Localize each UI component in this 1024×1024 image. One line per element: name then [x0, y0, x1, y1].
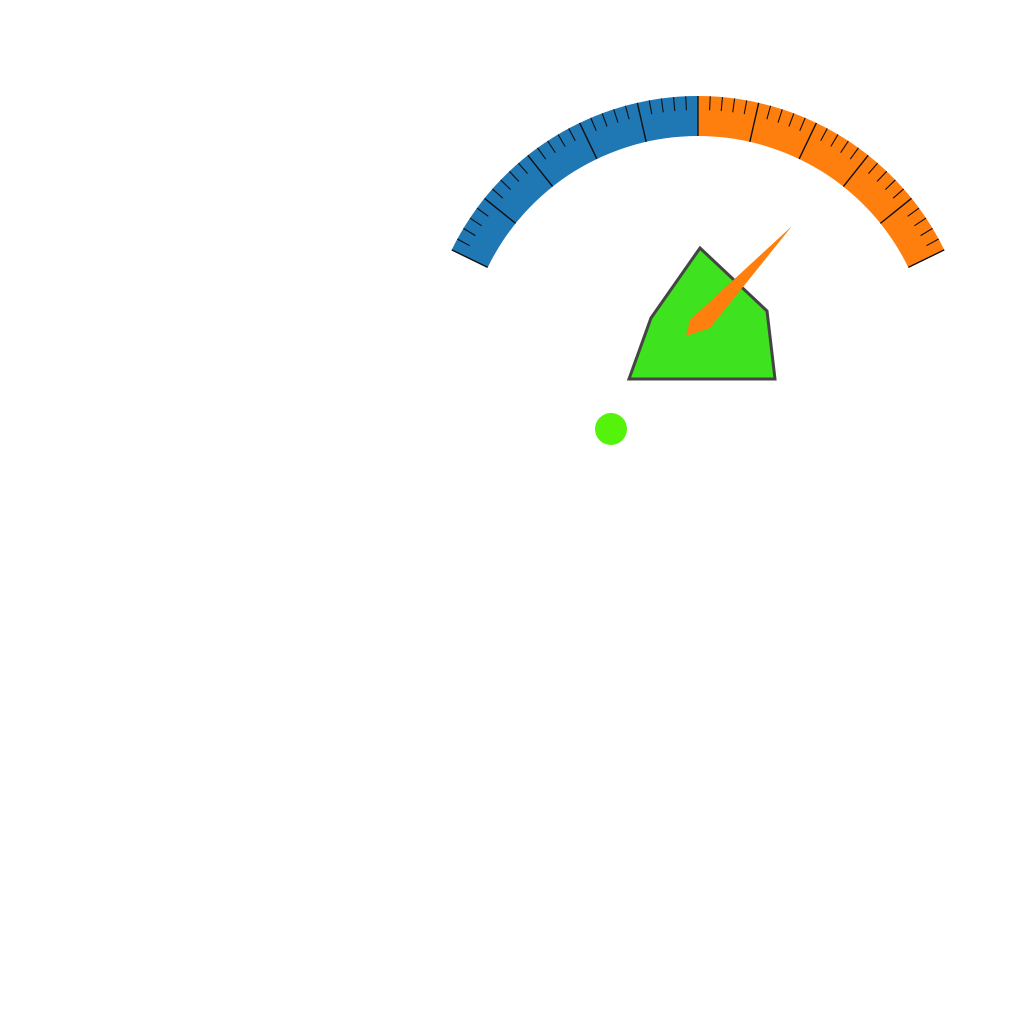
- gauge: [451, 96, 945, 269]
- gauge-major-tick: [879, 197, 912, 224]
- gauge-minor-tick: [491, 188, 504, 199]
- gauge-minor-tick: [469, 217, 482, 227]
- gauge-major-tick: [842, 154, 869, 188]
- gauge-minor-tick: [914, 217, 927, 227]
- gauge-minor-tick: [920, 227, 933, 237]
- gauge-minor-tick: [613, 109, 619, 123]
- gauge-major-tick: [484, 197, 517, 224]
- gauge-minor-tick: [457, 238, 470, 247]
- gauge-major-tick: [636, 102, 647, 142]
- gauge-minor-tick: [840, 140, 849, 153]
- gauge-major-tick: [908, 249, 945, 269]
- gauge-needle: [686, 226, 792, 336]
- gauge-minor-tick: [648, 100, 653, 115]
- gauge-minor-tick: [660, 98, 664, 113]
- gauge-minor-tick: [508, 170, 520, 182]
- gauge-minor-tick: [476, 207, 489, 217]
- gauge-minor-tick: [892, 188, 905, 199]
- gauge-minor-tick: [868, 162, 879, 175]
- gauge-minor-tick: [672, 97, 676, 112]
- gauge-segment-high: [698, 96, 945, 268]
- gauge-minor-tick: [732, 98, 736, 113]
- gauge-segment-low: [451, 96, 698, 268]
- gauge-minor-tick: [830, 134, 839, 147]
- gauge-minor-tick: [907, 207, 920, 217]
- gauge-minor-tick: [517, 162, 528, 175]
- gauge-minor-tick: [876, 170, 888, 182]
- gauge-minor-tick: [590, 117, 597, 131]
- gauge-major-tick: [527, 154, 554, 188]
- gauge-ticks: [451, 96, 945, 269]
- gauge-minor-tick: [463, 227, 476, 237]
- gauge-major-tick: [451, 249, 488, 269]
- gauge-minor-tick: [547, 140, 556, 153]
- gauge-minor-tick: [709, 96, 711, 111]
- gauge-minor-tick: [766, 105, 772, 120]
- gauge-minor-tick: [720, 97, 724, 112]
- gauge-minor-tick: [537, 147, 547, 160]
- gauge-minor-tick: [743, 100, 748, 115]
- gauge-minor-tick: [557, 134, 566, 147]
- gauge-major-tick: [798, 122, 818, 160]
- gauge-minor-tick: [788, 113, 795, 127]
- gauge-minor-tick: [624, 105, 630, 120]
- gauge-minor-tick: [884, 179, 896, 191]
- green-dot: [595, 413, 627, 445]
- gauge-minor-tick: [685, 96, 687, 111]
- gauge-minor-tick: [926, 238, 939, 247]
- gauge-minor-tick: [601, 113, 608, 127]
- gauge-minor-tick: [849, 147, 859, 160]
- gauge-minor-tick: [568, 128, 576, 142]
- gauge-minor-tick: [799, 117, 806, 131]
- gauge-minor-tick: [500, 179, 512, 191]
- gauge-major-tick: [749, 102, 760, 142]
- gauge-major-tick: [578, 122, 598, 160]
- gauge-minor-tick: [820, 128, 828, 142]
- gauge-minor-tick: [777, 109, 783, 123]
